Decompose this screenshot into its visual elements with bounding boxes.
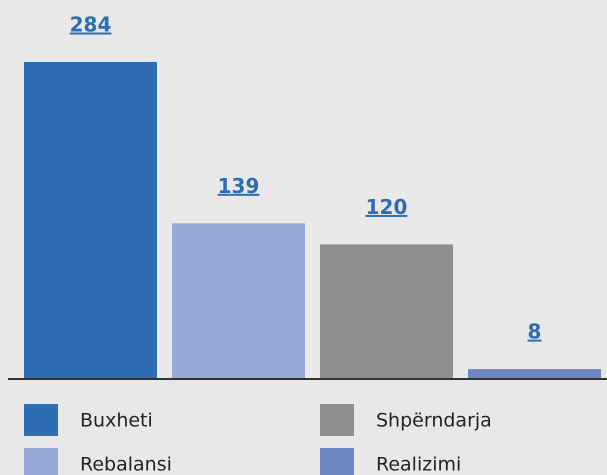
legend-swatch bbox=[320, 404, 354, 436]
legend-label: Realizimi bbox=[376, 454, 461, 475]
value-label: 8 bbox=[528, 320, 542, 344]
value-label: 284 bbox=[70, 13, 112, 37]
legend-swatch bbox=[320, 448, 354, 475]
legend-label: Rebalansi bbox=[80, 454, 172, 475]
bar bbox=[24, 62, 157, 378]
legend-label: Buxheti bbox=[80, 410, 153, 432]
legend-label: Shpërndarja bbox=[376, 410, 492, 432]
bar bbox=[172, 223, 305, 378]
value-label: 120 bbox=[366, 195, 408, 219]
legend-swatch bbox=[24, 404, 58, 436]
legend-swatch bbox=[24, 448, 58, 475]
value-label: 139 bbox=[218, 174, 260, 198]
bar bbox=[468, 369, 601, 378]
bar bbox=[320, 244, 453, 378]
